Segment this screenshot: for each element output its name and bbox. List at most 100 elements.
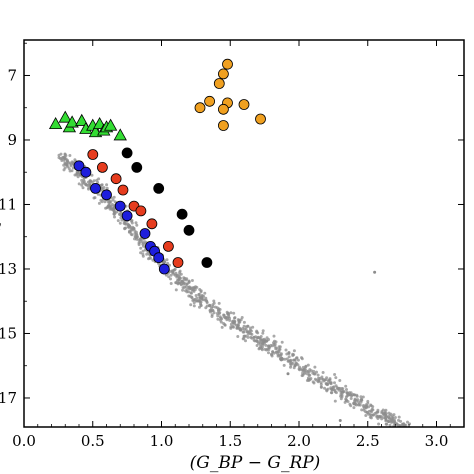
background-star: [313, 365, 317, 369]
background-star: [139, 246, 143, 250]
background-star: [211, 309, 215, 313]
background-star: [295, 356, 298, 360]
background-star: [257, 347, 261, 351]
background-star: [192, 304, 196, 308]
background-star: [359, 395, 363, 399]
background-star: [87, 186, 91, 190]
background-star: [333, 381, 336, 385]
background-star: [390, 418, 393, 422]
background-star: [95, 178, 99, 182]
circle-marker: [114, 200, 126, 212]
background-star: [90, 173, 94, 177]
background-star: [306, 376, 310, 380]
background-star: [267, 344, 271, 348]
y-tick-label: 15: [0, 324, 17, 342]
y-axis: 7 9 11 13 15 17: [0, 42, 464, 407]
background-star: [179, 283, 183, 287]
member-star-markers: [48, 58, 266, 275]
circle-marker: [153, 252, 165, 264]
background-star: [204, 296, 208, 300]
background-star: [205, 300, 209, 303]
circle-marker: [255, 113, 266, 125]
background-star: [357, 402, 361, 406]
background-star: [347, 393, 350, 397]
background-star: [230, 320, 234, 324]
background-star: [263, 347, 267, 351]
x-tick-label: 1.0: [150, 432, 174, 450]
background-sequence-points: [57, 152, 411, 428]
background-star: [195, 285, 199, 289]
background-star: [123, 226, 127, 230]
background-star: [321, 377, 325, 381]
background-star: [246, 335, 250, 339]
background-star: [368, 413, 372, 416]
background-star: [264, 343, 268, 347]
background-star: [267, 351, 270, 355]
circle-marker: [158, 263, 170, 275]
background-star: [70, 169, 74, 173]
background-star: [384, 419, 388, 423]
background-star: [57, 153, 61, 157]
background-star: [110, 202, 114, 206]
background-star: [385, 422, 389, 426]
background-star: [73, 173, 77, 177]
background-star: [332, 387, 336, 391]
background-star: [81, 186, 85, 190]
background-star: [115, 210, 119, 214]
background-star: [319, 385, 323, 389]
background-star: [388, 423, 392, 427]
background-star: [334, 384, 338, 388]
background-star: [338, 419, 342, 423]
background-star: [97, 201, 101, 205]
background-star: [327, 379, 330, 383]
background-star: [370, 407, 374, 411]
background-star: [285, 357, 289, 361]
background-star: [210, 313, 214, 317]
background-star: [69, 164, 73, 168]
background-star: [228, 316, 231, 320]
background-star: [386, 420, 390, 423]
background-star: [118, 221, 122, 225]
background-star: [242, 320, 246, 324]
background-star: [220, 317, 224, 321]
background-star: [141, 249, 145, 253]
background-star: [82, 181, 86, 185]
background-star: [333, 399, 337, 403]
background-star: [58, 157, 62, 160]
background-star: [282, 363, 286, 367]
background-star: [330, 391, 334, 395]
background-star: [63, 166, 67, 170]
background-star: [183, 285, 187, 289]
background-star: [389, 412, 393, 416]
circle-marker: [213, 78, 225, 89]
background-star: [265, 336, 269, 340]
background-star: [104, 206, 108, 210]
background-star: [229, 322, 233, 326]
plot-frame: [23, 39, 465, 428]
background-star: [190, 291, 193, 295]
background-star: [255, 344, 259, 347]
background-star: [306, 369, 310, 373]
background-star: [217, 301, 221, 305]
background-star: [241, 330, 245, 334]
background-star: [178, 269, 182, 273]
background-star: [241, 337, 245, 341]
background-star: [325, 382, 329, 386]
background-star: [244, 327, 248, 331]
background-star: [380, 410, 384, 413]
background-star: [309, 377, 313, 380]
background-star: [169, 277, 172, 281]
background-star: [105, 183, 109, 187]
background-star: [284, 348, 288, 352]
x-axis: 0.0 0.5 1.0 1.5 2.0 2.5 3.0: [12, 40, 451, 450]
background-star: [366, 411, 370, 415]
background-star: [138, 240, 142, 244]
background-star: [291, 362, 295, 365]
background-star: [283, 357, 287, 361]
background-star: [226, 312, 230, 316]
circle-marker: [121, 147, 133, 159]
background-star: [127, 230, 131, 234]
background-star: [119, 216, 123, 220]
circle-marker: [117, 184, 129, 196]
background-star: [296, 363, 300, 367]
